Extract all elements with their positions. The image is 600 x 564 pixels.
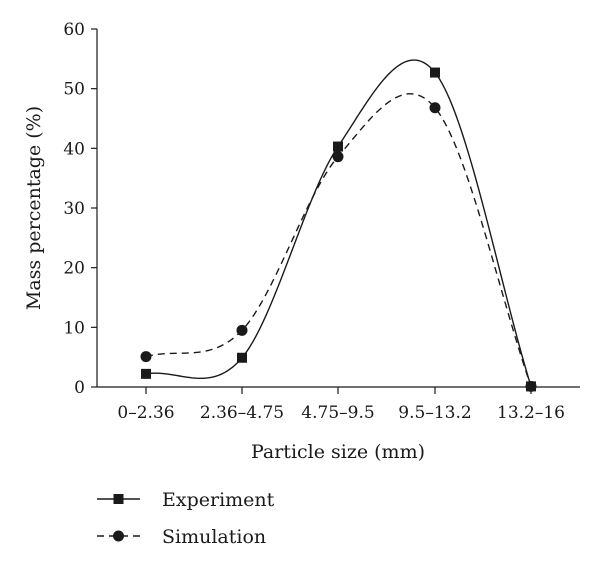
axes: 0 10 20 30 40 50 60 0–2.36 2.36–4.75 4.75–9.5 9.5–… [63,20,580,423]
legend-marker-circle [113,530,124,542]
x-tick-label: 4.75–9.5 [301,403,374,423]
data-point-circle [525,380,537,392]
x-tick-label: 9.5–13.2 [398,403,471,423]
y-axis-title: Mass percentage (%) [23,106,45,310]
y-tick-label: 20 [63,259,85,279]
data-point-square [333,141,343,152]
legend: Experiment Simulation [97,489,275,548]
data-point-square [430,67,440,78]
x-tick-label: 13.2–16 [497,403,565,423]
legend-item-simulation: Simulation [97,526,266,548]
data-point-circle [429,102,441,114]
x-tick-label: 2.36–4.75 [200,403,284,423]
legend-marker-square [113,494,124,504]
x-tick-label: 0–2.36 [117,403,174,423]
y-tick-label: 0 [74,378,85,398]
legend-label: Simulation [162,526,266,548]
series-simulation [140,93,537,392]
legend-label: Experiment [162,489,275,511]
y-tick-label: 40 [63,139,85,159]
y-tick-label: 30 [63,199,85,219]
y-tick-label: 50 [63,80,85,100]
data-point-square [141,368,151,379]
legend-item-experiment: Experiment [97,489,275,511]
data-point-circle [140,351,152,363]
series-line [145,93,532,387]
data-point-circle [332,151,344,163]
series-line [145,59,532,387]
y-tick-label: 60 [63,20,85,40]
y-tick-label: 10 [63,318,85,338]
data-point-circle [236,324,248,336]
series-experiment [141,59,536,392]
data-point-square [237,352,247,363]
x-axis-title: Particle size (mm) [251,441,425,463]
series-layer [140,59,537,392]
